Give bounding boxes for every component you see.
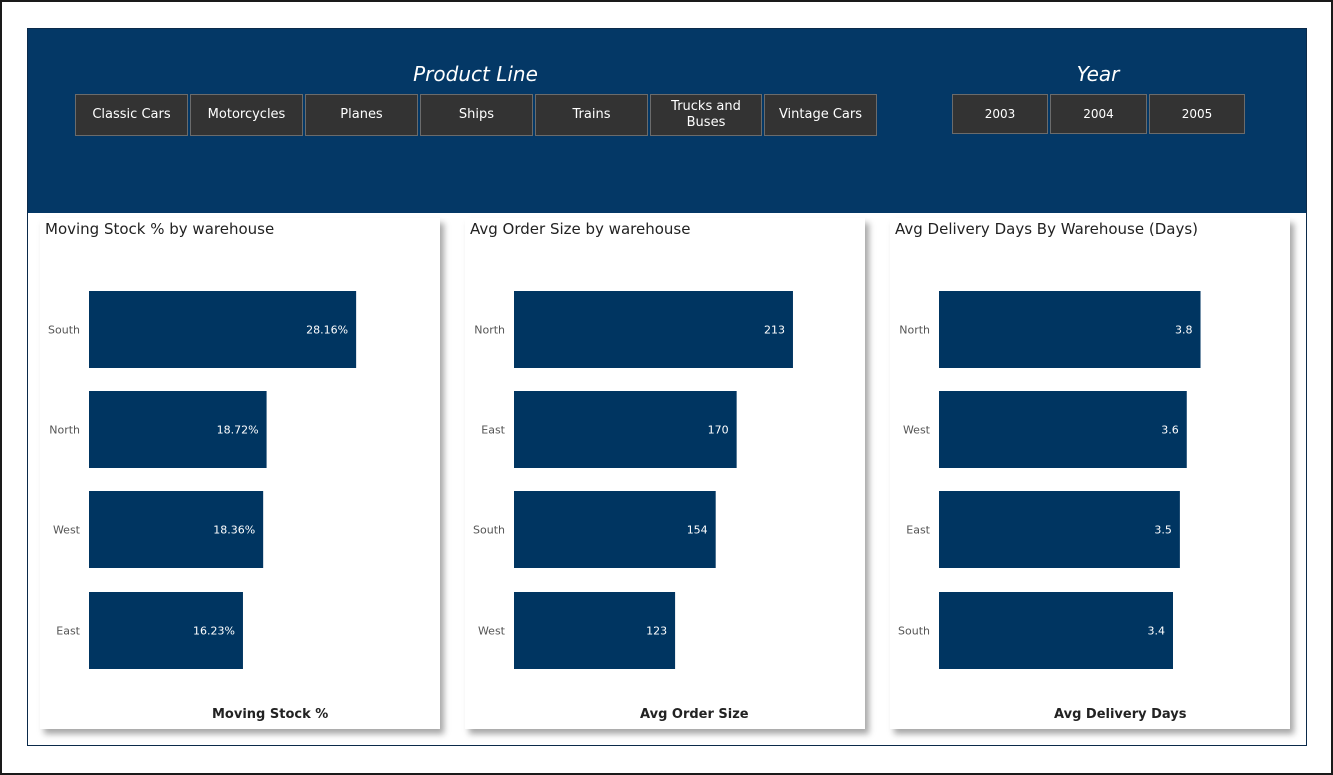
bar[interactable]: [939, 391, 1187, 468]
data-label: 3.8: [1175, 324, 1193, 337]
bar[interactable]: [89, 291, 357, 368]
category-label: East: [906, 524, 930, 537]
bar[interactable]: [514, 291, 793, 368]
x-axis-title: Avg Delivery Days: [1054, 707, 1187, 722]
slicer-option-vintage-cars[interactable]: Vintage Cars: [764, 94, 877, 136]
data-label: 18.36%: [213, 524, 255, 537]
category-label: South: [473, 524, 505, 537]
avg-order-size-card: Avg Order Size by warehouse North 213 East…: [465, 218, 865, 729]
chart-title: Avg Order Size by warehouse: [470, 220, 691, 238]
moving-stock-card: Moving Stock % by warehouse South 28.16% N…: [40, 218, 440, 729]
category-label: East: [56, 625, 80, 638]
bar[interactable]: [89, 491, 264, 568]
moving-stock-chart: South 28.16% North 18.72% West 18.36% East 16.2…: [48, 291, 357, 669]
data-label: 3.6: [1161, 424, 1179, 437]
slicer-option-ships[interactable]: Ships: [420, 94, 533, 136]
x-axis-title: Avg Order Size: [640, 707, 749, 722]
slicer-option-planes[interactable]: Planes: [305, 94, 418, 136]
data-label: 28.16%: [306, 324, 348, 337]
product-line-slicer-title: Product Line: [413, 62, 538, 86]
category-label: South: [898, 625, 930, 638]
bar[interactable]: [939, 592, 1173, 669]
chart-title: Moving Stock % by warehouse: [45, 220, 275, 238]
header-band: Product Line Classic Cars Motorcycles Pl…: [28, 29, 1306, 213]
avg-delivery-days-card: Avg Delivery Days By Warehouse (Days) No…: [890, 218, 1290, 729]
category-label: West: [478, 625, 506, 638]
bar[interactable]: [514, 491, 716, 568]
slicer-option-trucks-and-buses[interactable]: Trucks and Buses: [650, 94, 762, 136]
slicer-option-2003[interactable]: 2003: [952, 94, 1048, 134]
category-label: East: [481, 424, 505, 437]
slicer-option-trains[interactable]: Trains: [535, 94, 648, 136]
category-label: North: [49, 424, 80, 437]
data-label: 123: [646, 625, 667, 638]
bar[interactable]: [939, 491, 1180, 568]
data-label: 154: [687, 524, 708, 537]
bar[interactable]: [939, 291, 1201, 368]
slicer-option-2004[interactable]: 2004: [1050, 94, 1147, 134]
bar[interactable]: [89, 592, 243, 669]
bar[interactable]: [514, 391, 737, 468]
chart-title: Avg Delivery Days By Warehouse (Days): [895, 220, 1198, 238]
category-label: West: [53, 524, 81, 537]
data-label: 3.5: [1154, 524, 1172, 537]
bar[interactable]: [89, 391, 267, 468]
avg-delivery-days-chart: North 3.8 West 3.6 East 3.5 South 3.4: [898, 291, 1201, 669]
data-label: 170: [708, 424, 729, 437]
category-label: North: [899, 324, 930, 337]
category-label: West: [903, 424, 931, 437]
slicer-option-motorcycles[interactable]: Motorcycles: [190, 94, 303, 136]
category-label: North: [474, 324, 505, 337]
data-label: 16.23%: [193, 625, 235, 638]
category-label: South: [48, 324, 80, 337]
report-canvas: Product Line Classic Cars Motorcycles Pl…: [27, 28, 1307, 746]
year-slicer-title: Year: [1076, 62, 1120, 86]
bar[interactable]: [514, 592, 676, 669]
slicer-option-classic-cars[interactable]: Classic Cars: [75, 94, 188, 136]
avg-order-size-chart: North 213 East 170 South 154 West 123: [473, 291, 793, 669]
data-label: 3.4: [1148, 625, 1166, 638]
x-axis-title: Moving Stock %: [212, 707, 329, 722]
data-label: 18.72%: [217, 424, 259, 437]
data-label: 213: [764, 324, 785, 337]
slicer-option-2005[interactable]: 2005: [1149, 94, 1245, 134]
